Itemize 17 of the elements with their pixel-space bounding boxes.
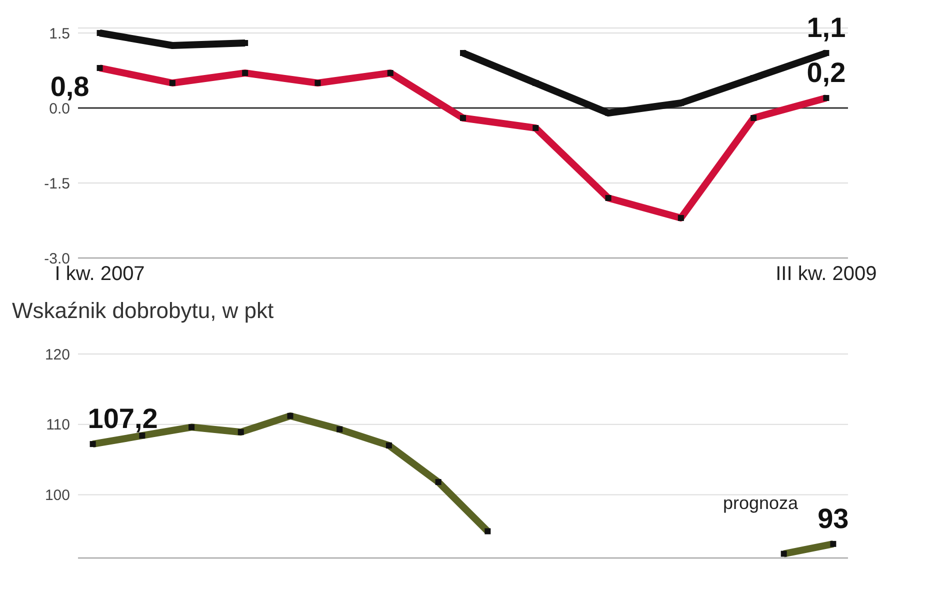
point: [460, 50, 466, 56]
x-tick-label: III kw. 2009: [776, 263, 877, 286]
y-tick-label: 1.5: [49, 25, 70, 42]
y-tick-label: 100: [44, 487, 70, 504]
data-label: 0,8: [50, 71, 90, 102]
y-tick-label: 120: [44, 346, 70, 364]
point: [823, 50, 830, 56]
y-tick-label: -1.5: [44, 175, 70, 192]
data-label: 93: [818, 502, 849, 534]
y-tick-label: 110: [46, 416, 70, 434]
annotation: prognoza: [722, 493, 798, 514]
chart-title: Wskaźnik dobrobytu, w pkt: [12, 298, 275, 324]
data-label: 1,1: [806, 12, 846, 43]
y-tick-label: 0.0: [49, 100, 70, 118]
data-label: 0,2: [806, 57, 846, 88]
x-tick-label: I kw. 2007: [54, 263, 145, 286]
data-label: 107,2: [88, 403, 158, 434]
